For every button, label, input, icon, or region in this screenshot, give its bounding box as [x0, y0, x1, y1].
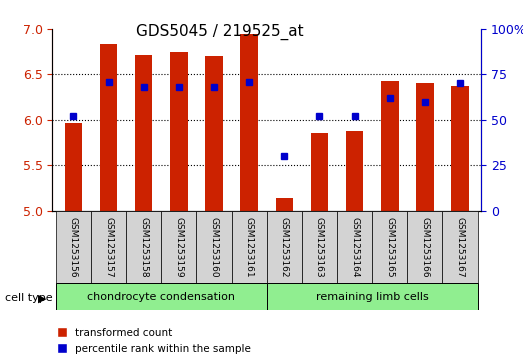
Text: cell type: cell type	[5, 293, 53, 303]
Text: GSM1253157: GSM1253157	[104, 216, 113, 277]
FancyBboxPatch shape	[56, 211, 91, 283]
FancyBboxPatch shape	[372, 211, 407, 283]
Text: chondrocyte condensation: chondrocyte condensation	[87, 292, 235, 302]
Bar	[205, 56, 223, 211]
FancyBboxPatch shape	[232, 211, 267, 283]
Bar	[170, 52, 188, 211]
Text: GSM1253165: GSM1253165	[385, 216, 394, 277]
Bar	[346, 131, 363, 211]
Bar	[311, 134, 328, 211]
Text: GSM1253156: GSM1253156	[69, 216, 78, 277]
FancyBboxPatch shape	[407, 211, 442, 283]
Text: GSM1253160: GSM1253160	[210, 216, 219, 277]
Bar	[451, 86, 469, 211]
FancyBboxPatch shape	[197, 211, 232, 283]
Text: GSM1253167: GSM1253167	[456, 216, 464, 277]
Bar	[100, 44, 117, 211]
Bar	[276, 198, 293, 211]
Text: GSM1253164: GSM1253164	[350, 217, 359, 277]
FancyBboxPatch shape	[56, 283, 267, 310]
Bar	[65, 123, 82, 211]
Bar	[416, 83, 434, 211]
FancyBboxPatch shape	[126, 211, 161, 283]
FancyBboxPatch shape	[161, 211, 197, 283]
FancyBboxPatch shape	[442, 211, 477, 283]
Text: GSM1253158: GSM1253158	[139, 216, 148, 277]
Text: GSM1253163: GSM1253163	[315, 216, 324, 277]
Text: GSM1253166: GSM1253166	[420, 216, 429, 277]
Bar	[135, 56, 153, 211]
FancyBboxPatch shape	[91, 211, 126, 283]
FancyBboxPatch shape	[267, 211, 302, 283]
Text: ▶: ▶	[38, 293, 46, 303]
Text: GDS5045 / 219525_at: GDS5045 / 219525_at	[136, 24, 303, 40]
Bar	[381, 81, 399, 211]
Text: remaining limb cells: remaining limb cells	[316, 292, 428, 302]
Bar	[241, 34, 258, 211]
FancyBboxPatch shape	[267, 283, 477, 310]
Legend: transformed count, percentile rank within the sample: transformed count, percentile rank withi…	[52, 324, 255, 358]
FancyBboxPatch shape	[337, 211, 372, 283]
Text: GSM1253159: GSM1253159	[174, 216, 184, 277]
Text: GSM1253162: GSM1253162	[280, 217, 289, 277]
Text: GSM1253161: GSM1253161	[245, 216, 254, 277]
FancyBboxPatch shape	[302, 211, 337, 283]
